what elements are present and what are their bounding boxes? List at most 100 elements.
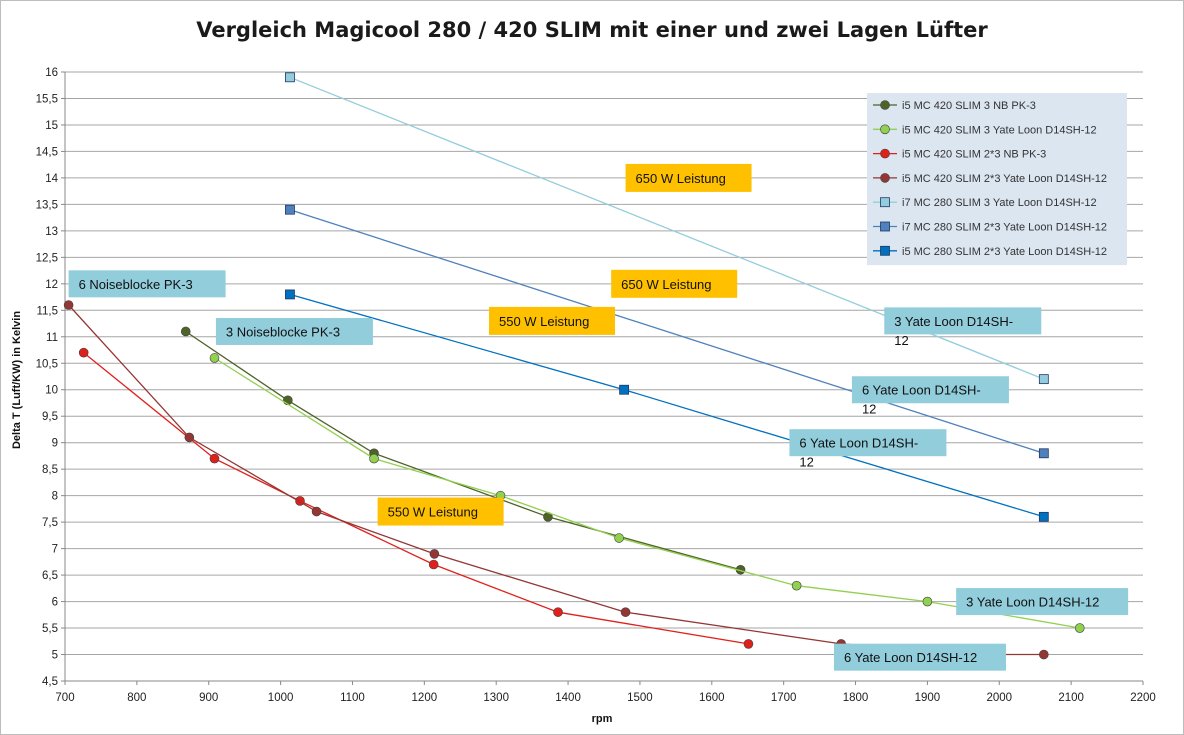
y-tick-label: 6 — [52, 597, 58, 609]
y-tick-label: 11,5 — [36, 305, 58, 317]
x-tick-label: 1100 — [340, 692, 365, 704]
legend-marker — [880, 173, 890, 183]
annotation-text: 650 W Leistung — [636, 171, 726, 186]
data-point — [311, 506, 322, 517]
legend-layer: i5 MC 420 SLIM 3 NB PK-3 i5 MC 420 SLIM 3… — [867, 93, 1127, 266]
annotation-box-4: 550 W Leistung — [377, 497, 504, 526]
data-point — [429, 549, 440, 559]
y-tick-label: 4,5 — [42, 676, 58, 688]
legend-item-5: i7 MC 280 SLIM 3 Yate Loon D14SH-12 — [873, 197, 1097, 209]
blue-callout — [851, 376, 1009, 404]
legend-marker — [880, 221, 890, 232]
chart-title: Vergleich Magicool 280 / 420 SLIM mit ei… — [196, 18, 988, 42]
annotation-box-3: 550 W Leistung — [489, 306, 616, 335]
data-point — [553, 607, 563, 617]
y-tick-label: 5 — [52, 650, 58, 662]
x-tick-label: 900 — [199, 692, 218, 704]
data-point — [285, 289, 295, 300]
x-tick-label: 1200 — [412, 692, 438, 704]
annotation-text: 3 Noiseblocke PK-3 — [226, 324, 340, 339]
legend-background — [867, 93, 1127, 266]
series-2 — [209, 353, 1085, 633]
data-point — [428, 559, 439, 570]
annotation-text: 6 Yate Loon D14SH- — [862, 383, 981, 398]
y-tick-label: 10,5 — [36, 358, 58, 370]
series-line — [185, 330, 741, 571]
y-tick-label: 5,5 — [42, 623, 58, 635]
x-tick-label: 2100 — [1058, 692, 1084, 704]
data-point — [285, 72, 295, 83]
x-tick-label: 1500 — [627, 692, 653, 704]
blue-callout — [215, 317, 373, 345]
annotation-layer: 650 W Leistung 650 W Leistung 550 W Leistu… — [68, 163, 1129, 671]
data-point — [1074, 623, 1085, 633]
annotation-text-continued: 12 — [894, 333, 908, 348]
annotation-box-8: 6 Yate Loon D14SH- 12 — [851, 376, 1009, 417]
y-tick-label: 14,5 — [36, 146, 58, 158]
y-tick-label: 8,5 — [42, 464, 58, 476]
annotation-text: 650 W Leistung — [621, 277, 711, 292]
y-tick-label: 12 — [45, 279, 58, 291]
series-6 — [285, 204, 1049, 459]
blue-callout — [68, 270, 226, 298]
legend-label: i7 MC 280 SLIM 2*3 Yate Loon D14SH-12 — [902, 222, 1107, 234]
data-point — [369, 453, 379, 464]
annotation-box-1: 650 W Leistung — [625, 163, 752, 192]
annotation-box-9: 6 Yate Loon D14SH- 12 — [789, 429, 947, 470]
legend-label: i5 MC 280 SLIM 2*3 Yate Loon D14SH-12 — [902, 246, 1107, 258]
legend-item-7: i5 MC 280 SLIM 2*3 Yate Loon D14SH-12 — [873, 246, 1107, 258]
legend-marker — [880, 100, 890, 110]
orange-callout — [625, 163, 752, 192]
data-point — [209, 353, 220, 363]
y-tick-label: 12,5 — [36, 252, 58, 264]
data-point — [285, 204, 295, 215]
axis-layer: 4,5 5 5,5 6 6,5 7 7,5 8 8,5 9 9,5 10 10,5 11 11,5 12 12,… — [36, 67, 1156, 704]
legend-label: i7 MC 280 SLIM 3 Yate Loon D14SH-12 — [902, 197, 1097, 209]
y-tick-label: 7,5 — [42, 517, 58, 529]
legend-item-3: i5 MC 420 SLIM 2*3 NB PK-3 — [873, 149, 1046, 161]
annotation-box-5: 6 Noiseblocke PK-3 — [68, 270, 226, 298]
data-point — [791, 580, 802, 591]
annotation-box-6: 3 Noiseblocke PK-3 — [215, 317, 373, 345]
y-axis-title: Delta T (Luft/KW) in Kelvin — [11, 311, 23, 449]
annotation-text: 3 Yate Loon D14SH- — [894, 314, 1013, 329]
annotation-box-10: 3 Yate Loon D14SH-12 — [956, 588, 1129, 616]
data-point — [209, 453, 220, 464]
y-tick-label: 13 — [45, 226, 58, 238]
data-point — [922, 596, 933, 607]
annotation-text: 6 Noiseblocke PK-3 — [79, 277, 193, 292]
annotation-text-continued: 12 — [862, 402, 876, 417]
legend-item-2: i5 MC 420 SLIM 3 Yate Loon D14SH-12 — [873, 124, 1097, 136]
series-1 — [180, 326, 746, 575]
blue-callout — [884, 307, 1042, 335]
data-point — [619, 384, 630, 395]
blue-callout — [956, 588, 1129, 616]
annotation-text: 550 W Leistung — [499, 314, 589, 329]
annotation-text: 6 Yate Loon D14SH- — [799, 436, 918, 451]
annotation-text: 3 Yate Loon D14SH-12 — [966, 595, 1099, 610]
orange-callout — [611, 269, 738, 298]
annotation-text-continued: 12 — [799, 455, 813, 470]
y-tick-label: 6,5 — [42, 570, 58, 582]
y-tick-label: 8 — [52, 491, 58, 503]
annotation-box-2: 650 W Leistung — [611, 269, 738, 298]
y-tick-label: 11 — [46, 332, 58, 344]
legend-marker — [880, 124, 890, 135]
x-tick-label: 2200 — [1130, 692, 1156, 704]
y-tick-label: 15,5 — [36, 93, 58, 105]
legend-label: i5 MC 420 SLIM 2*3 Yate Loon D14SH-12 — [902, 173, 1107, 185]
data-point — [1039, 649, 1049, 660]
blue-callout — [789, 429, 947, 457]
blue-callout — [833, 643, 1006, 671]
x-tick-label: 1300 — [483, 692, 509, 704]
y-tick-label: 15 — [45, 120, 58, 132]
legend-label: i5 MC 420 SLIM 3 Yate Loon D14SH-12 — [902, 124, 1097, 136]
annotation-text: 6 Yate Loon D14SH-12 — [844, 650, 977, 665]
series-line — [83, 352, 749, 645]
data-point — [180, 326, 191, 337]
series-3 — [78, 347, 754, 649]
data-point — [63, 300, 74, 310]
x-tick-label: 2000 — [986, 692, 1012, 704]
x-tick-label: 1900 — [915, 692, 941, 704]
y-tick-label: 14 — [45, 173, 58, 185]
